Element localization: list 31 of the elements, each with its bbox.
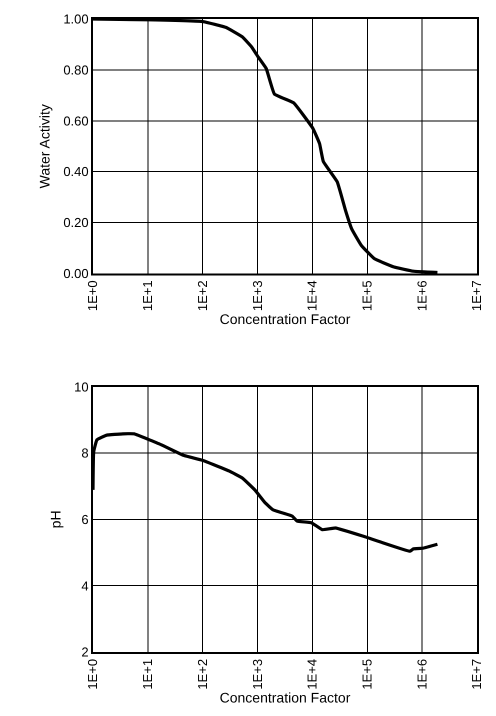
y-axis-title: Water Activity — [36, 104, 52, 188]
y-tick-label: 6 — [81, 512, 89, 527]
x-tick-label: 1E+2 — [194, 280, 210, 312]
x-axis-title: Concentration Factor — [220, 690, 351, 706]
y-tick-label: 10 — [74, 379, 89, 394]
x-tick-label: 1E+4 — [304, 658, 320, 690]
x-axis-title: Concentration Factor — [220, 311, 351, 328]
y-tick-label: 2 — [81, 644, 89, 660]
y-tick-label: 0.40 — [63, 164, 89, 180]
y-tick-label: 0.80 — [63, 62, 89, 78]
x-tick-label: 1E+0 — [85, 658, 100, 690]
x-tick-label: 1E+2 — [194, 658, 210, 690]
x-tick-label: 1E+7 — [469, 658, 484, 690]
x-tick-label: 1E+4 — [304, 280, 320, 312]
y-tick-label: 1.00 — [63, 12, 89, 27]
x-tick-label: 1E+6 — [414, 658, 430, 690]
x-tick-label: 1E+5 — [360, 280, 375, 312]
y-tick-label: 4 — [81, 578, 89, 594]
x-tick-label: 1E+1 — [140, 280, 156, 312]
y-tick-label: 0.00 — [63, 266, 89, 282]
x-tick-label: 1E+6 — [414, 280, 430, 312]
y-tick-label: 0.20 — [63, 215, 89, 230]
x-tick-label: 1E+7 — [469, 280, 484, 312]
y-tick-label: 8 — [81, 446, 89, 461]
x-tick-label: 1E+3 — [250, 658, 265, 690]
x-tick-label: 1E+0 — [85, 280, 100, 312]
x-tick-label: 1E+3 — [250, 280, 265, 312]
x-tick-label: 1E+1 — [140, 658, 156, 690]
x-tick-label: 1E+5 — [360, 658, 375, 690]
y-tick-label: 0.60 — [63, 113, 89, 128]
y-axis-title: pH — [47, 510, 64, 528]
